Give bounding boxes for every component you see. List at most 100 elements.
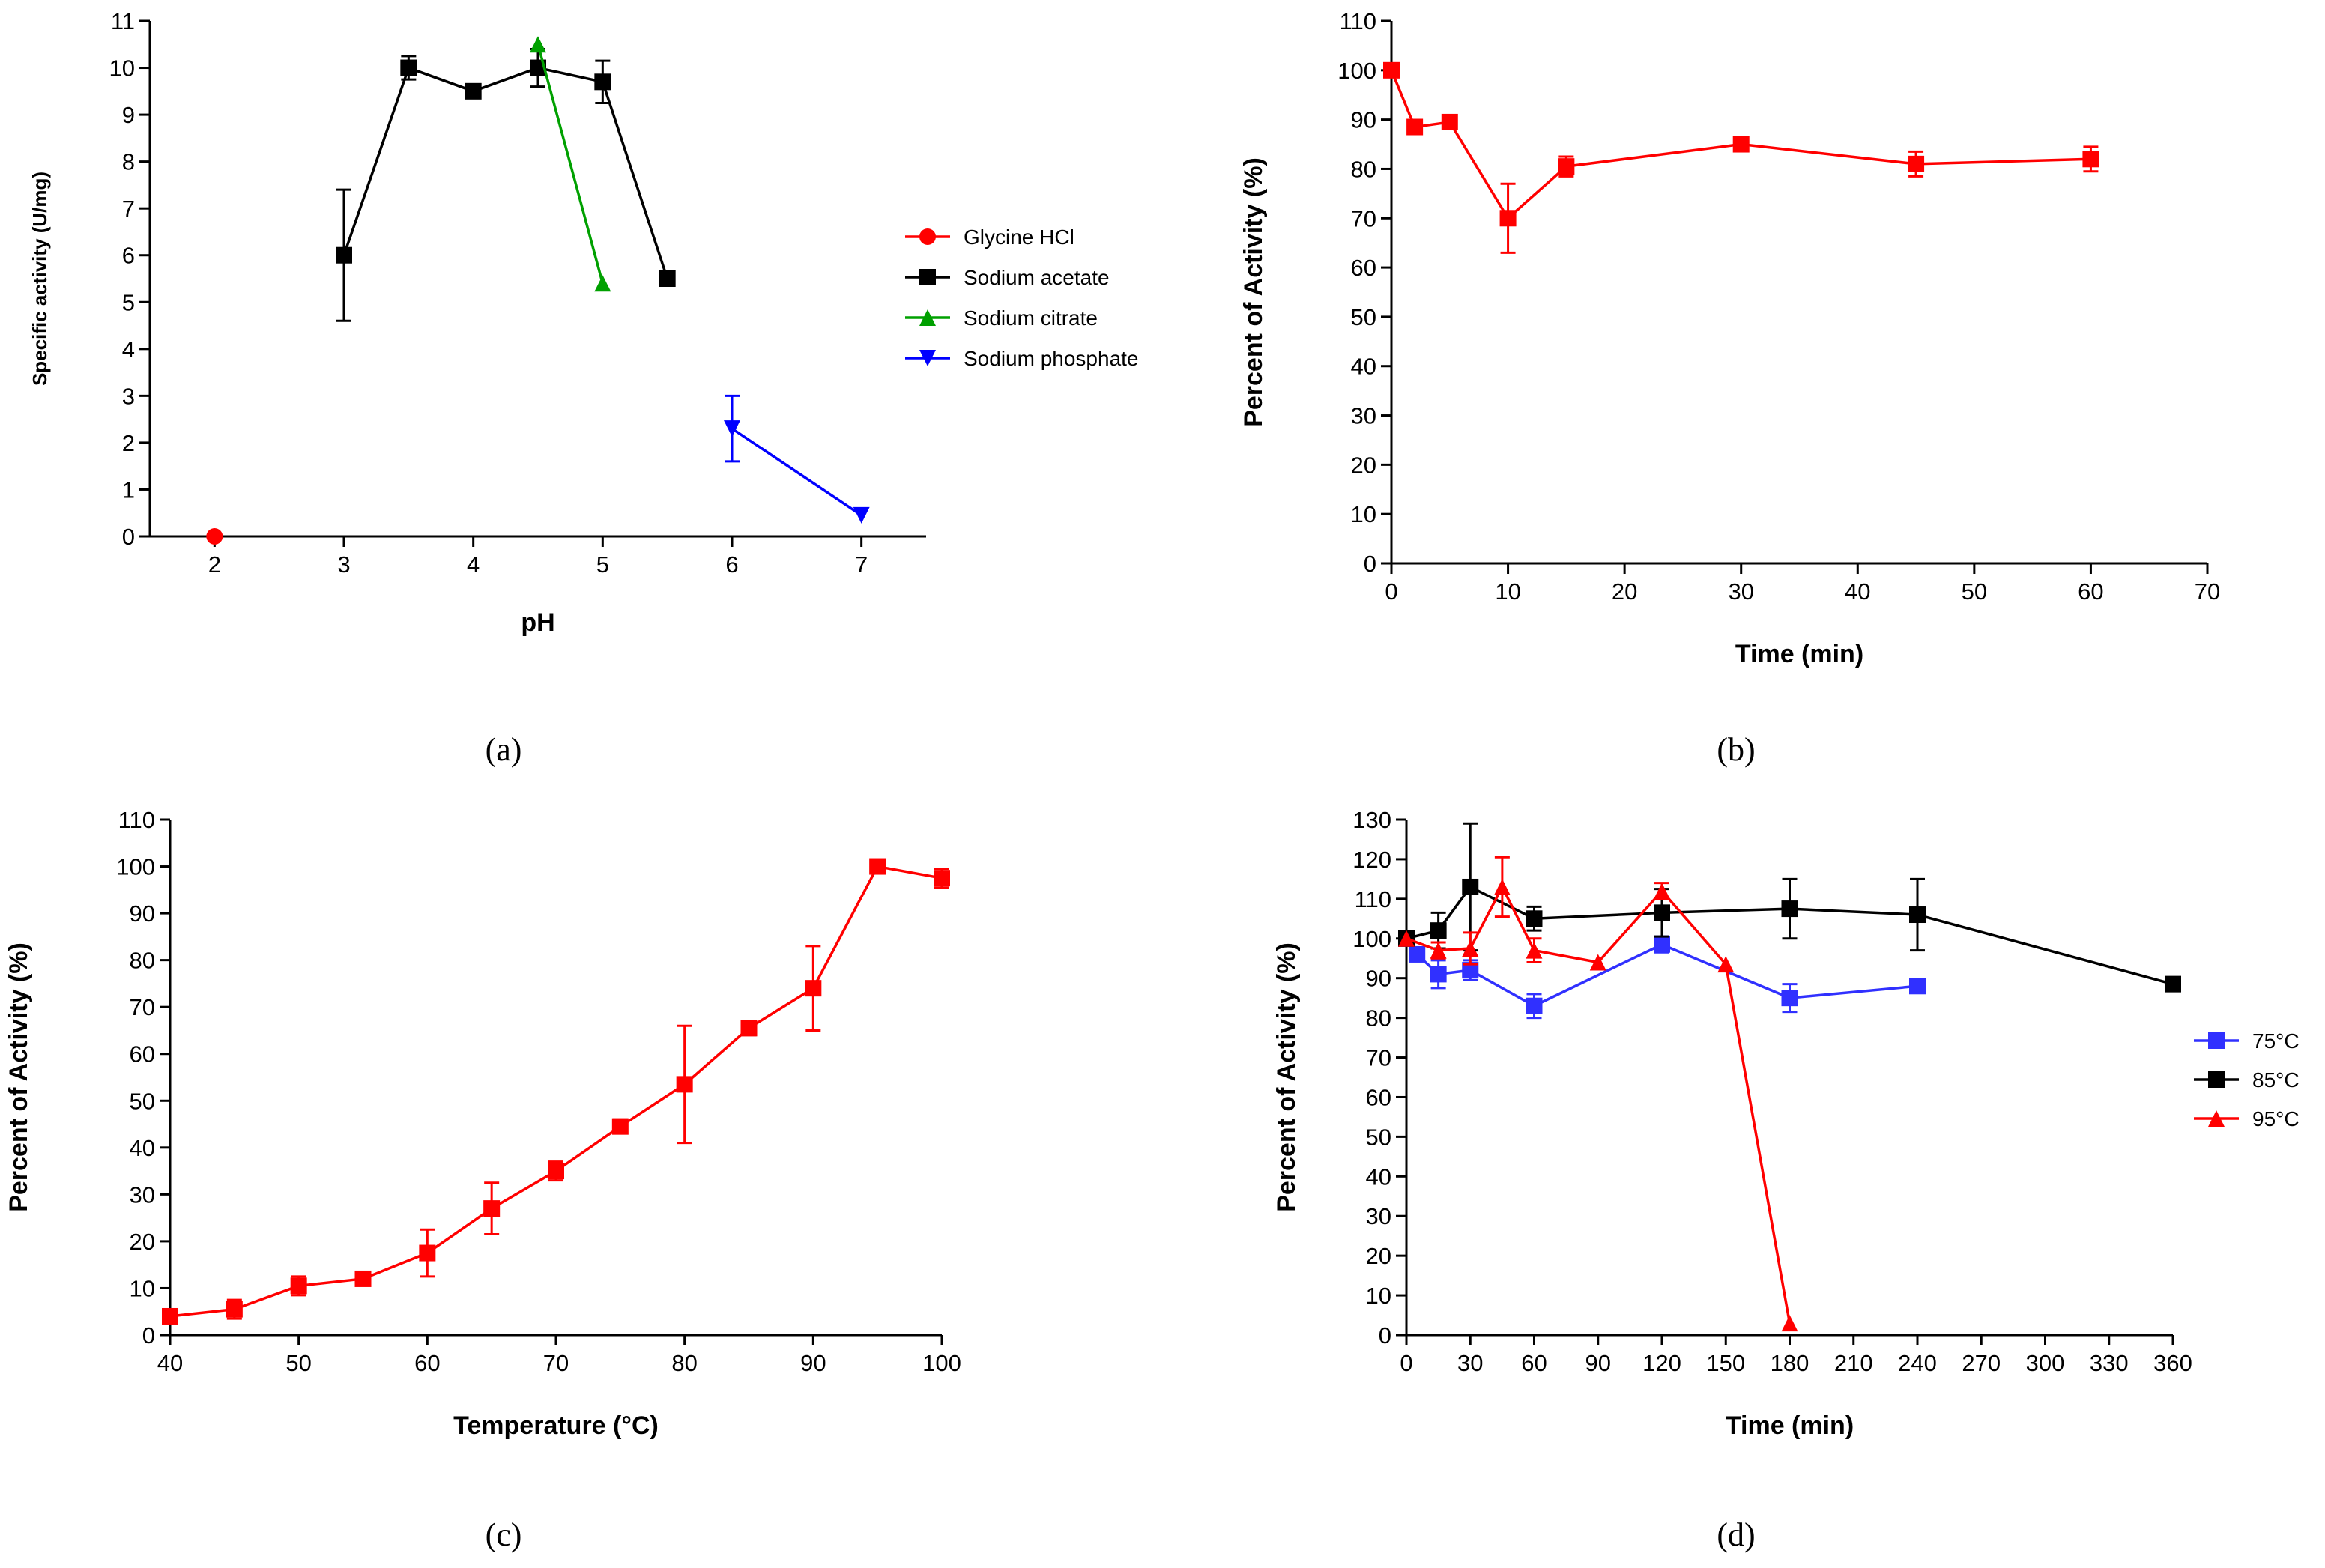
series-line [731, 427, 862, 517]
data-point [162, 1307, 178, 1325]
y-tick-label: 100 [116, 854, 155, 880]
data-point [1462, 940, 1479, 957]
x-tick-label: 40 [157, 1350, 183, 1376]
data-point [1558, 158, 1575, 175]
y-tick-label: 0 [1364, 551, 1376, 577]
x-tick-label: 5 [596, 551, 609, 578]
y-tick-label: 8 [122, 149, 135, 175]
x-tick-label: 60 [2078, 578, 2103, 605]
data-point [530, 36, 546, 53]
data-point [1654, 883, 1670, 900]
chart-panel-c: 40 50 60 70 80 90 100 0 10 20 30 40 50 60 70 80 90 100 110… [4, 807, 961, 1440]
legend-label: Sodium citrate [964, 306, 1098, 330]
y-tick-label: 100 [1337, 58, 1376, 84]
y-tick-label: 100 [1352, 926, 1391, 952]
x-tick-label: 90 [1585, 1350, 1611, 1376]
data-point [354, 1270, 372, 1287]
y-tick-label: 70 [1351, 205, 1376, 231]
data-point [483, 1200, 501, 1217]
y-tick-label: 50 [130, 1088, 155, 1114]
data-point [659, 270, 676, 287]
x-tick-label: 300 [2026, 1350, 2065, 1376]
legend-label: 95°C [2252, 1107, 2300, 1130]
y-tick-label: 4 [122, 336, 135, 363]
y-tick-label: 0 [1379, 1322, 1391, 1348]
x-tick-label: 240 [1898, 1350, 1937, 1376]
data-point [400, 59, 417, 76]
data-point [1781, 990, 1798, 1007]
y-tick-label: 30 [130, 1181, 155, 1208]
data-point [1430, 922, 1447, 939]
data-point [2082, 151, 2099, 168]
x-tick-label: 330 [2090, 1350, 2129, 1376]
x-tick-label: 270 [1962, 1350, 2001, 1376]
y-tick-label: 80 [130, 948, 155, 974]
data-point [676, 1076, 693, 1093]
x-tick-label: 30 [1457, 1350, 1483, 1376]
legend-label: Sodium phosphate [964, 347, 1139, 370]
y-tick-label: 70 [130, 994, 155, 1020]
data-point [1493, 878, 1511, 895]
series-line [342, 66, 669, 279]
x-tick-label: 70 [2195, 578, 2220, 605]
data-point [1908, 155, 1925, 172]
x-tick-label: 2 [208, 551, 221, 578]
data-point [611, 1118, 629, 1135]
data-point [548, 1163, 564, 1180]
series-activity [1383, 61, 2099, 254]
y-tick-label: 20 [1366, 1243, 1391, 1269]
legend-entry: Sodium acetate [905, 266, 1110, 289]
series-sodium-phosphate [724, 394, 870, 524]
data-point [1781, 900, 1798, 918]
x-tick-label: 210 [1834, 1350, 1873, 1376]
legend-marker [2208, 1071, 2225, 1088]
legend-label: 85°C [2252, 1068, 2300, 1092]
y-tick-label: 40 [130, 1135, 155, 1161]
legend-entry: Sodium phosphate [905, 347, 1139, 370]
series-line [169, 865, 943, 1318]
data-point [724, 420, 740, 438]
y-tick-label: 60 [1351, 255, 1376, 281]
y-tick-label: 40 [1351, 354, 1376, 380]
y-axis-title: Percent of Activity (%) [1272, 942, 1301, 1212]
series-line [536, 43, 605, 284]
x-tick-label: 70 [543, 1350, 569, 1376]
legend-entry: Glycine HCl [905, 225, 1074, 249]
y-tick-label: 3 [122, 383, 135, 409]
y-tick-label: 80 [1366, 1005, 1391, 1032]
series-85-c [1398, 822, 2181, 993]
y-tick-label: 6 [122, 243, 135, 269]
x-axis-title: pH [521, 608, 554, 637]
legend-label: 75°C [2252, 1029, 2300, 1053]
legend-label: Sodium acetate [964, 266, 1110, 289]
y-tick-label: 60 [130, 1041, 155, 1068]
data-point [1526, 942, 1543, 959]
legend-marker [2208, 1032, 2225, 1049]
y-tick-label: 90 [1366, 966, 1391, 992]
y-tick-label: 40 [1366, 1163, 1391, 1190]
y-tick-label: 5 [122, 289, 135, 315]
x-tick-label: 80 [671, 1350, 697, 1376]
panel-label-b: (b) [1717, 731, 1755, 768]
y-tick-label: 0 [122, 524, 135, 550]
y-tick-label: 120 [1352, 847, 1391, 873]
y-tick-label: 1 [122, 476, 135, 503]
y-tick-label: 110 [118, 807, 155, 833]
x-tick-label: 30 [1728, 578, 1753, 605]
data-point [934, 870, 950, 887]
y-tick-label: 20 [1351, 452, 1376, 478]
x-tick-label: 60 [414, 1350, 440, 1376]
x-tick-label: 150 [1706, 1350, 1745, 1376]
x-tick-label: 50 [285, 1350, 311, 1376]
panel-label-a: (a) [486, 731, 522, 768]
x-tick-label: 0 [1400, 1350, 1412, 1376]
y-tick-label: 10 [109, 55, 135, 82]
y-tick-label: 60 [1366, 1084, 1391, 1110]
y-tick-label: 50 [1351, 304, 1376, 330]
series-line [1406, 886, 1792, 1324]
series-sodium-citrate [530, 36, 611, 292]
y-axis-title: Percent of Activity (%) [4, 942, 33, 1212]
data-point [1406, 118, 1424, 136]
x-tick-label: 100 [922, 1350, 961, 1376]
